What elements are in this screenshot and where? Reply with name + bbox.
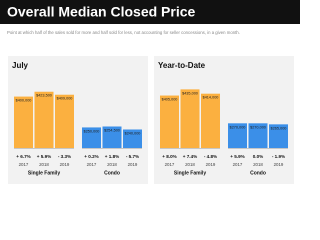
- change-label: - 3.3%: [58, 154, 71, 159]
- bar: [102, 126, 122, 148]
- value-label: $435,000: [182, 91, 198, 95]
- x-tick-label: 2017: [87, 162, 97, 167]
- bar: [269, 124, 288, 148]
- change-label: + 5.9%: [37, 154, 51, 159]
- change-label: 0.0%: [253, 154, 263, 159]
- x-tick-label: 2018: [253, 162, 263, 167]
- subtitle: Point at which half of the sales sold fo…: [7, 30, 240, 35]
- group-label: Single Family: [28, 170, 60, 176]
- bar: [228, 123, 247, 148]
- x-tick-label: 2019: [60, 162, 70, 167]
- group-label: Single Family: [174, 170, 206, 176]
- value-label: $250,000: [84, 129, 100, 133]
- x-tick-label: 2018: [39, 162, 49, 167]
- bar: [201, 93, 220, 148]
- change-label: + 6.7%: [16, 154, 30, 159]
- value-label: $414,000: [203, 96, 219, 100]
- value-label: $240,000: [125, 131, 141, 135]
- group-label: Condo: [250, 170, 266, 176]
- x-tick-label: 2019: [274, 162, 284, 167]
- x-tick-label: 2019: [128, 162, 138, 167]
- value-label: $409,000: [57, 97, 73, 101]
- change-label: - 1.9%: [272, 154, 285, 159]
- panel-title: Year-to-Date: [158, 61, 206, 70]
- change-label: + 7.4%: [183, 154, 197, 159]
- value-label: $423,500: [36, 94, 52, 98]
- bar: [248, 123, 268, 148]
- change-label: - 4.8%: [204, 154, 217, 159]
- x-tick-label: 2017: [165, 162, 175, 167]
- x-tick-label: 2019: [206, 162, 216, 167]
- title-band: [0, 0, 300, 24]
- value-label: $270,000: [230, 125, 246, 129]
- bar: [14, 96, 33, 148]
- value-label: $270,000: [250, 125, 266, 129]
- bar: [82, 127, 101, 148]
- x-tick-label: 2017: [19, 162, 29, 167]
- change-label: + 0.2%: [84, 154, 98, 159]
- title: Overall Median Closed Price: [7, 4, 196, 20]
- value-label: $265,000: [271, 126, 287, 130]
- bar: [180, 89, 200, 148]
- bar: [55, 94, 74, 148]
- x-tick-label: 2018: [185, 162, 195, 167]
- change-label: + 8.0%: [162, 154, 176, 159]
- bar: [123, 129, 142, 148]
- x-tick-label: 2017: [233, 162, 243, 167]
- change-label: - 5.7%: [126, 154, 139, 159]
- value-label: $400,000: [16, 99, 32, 103]
- panel-title: July: [12, 61, 29, 70]
- value-label: $405,000: [162, 98, 178, 102]
- value-label: $254,500: [104, 129, 120, 133]
- change-label: + 1.8%: [105, 154, 119, 159]
- group-label: Condo: [104, 170, 120, 176]
- infographic: Overall Median Closed Price Point at whi…: [0, 0, 300, 184]
- change-label: + 5.9%: [230, 154, 244, 159]
- x-tick-label: 2018: [107, 162, 117, 167]
- bar: [160, 95, 179, 148]
- bar: [34, 91, 54, 148]
